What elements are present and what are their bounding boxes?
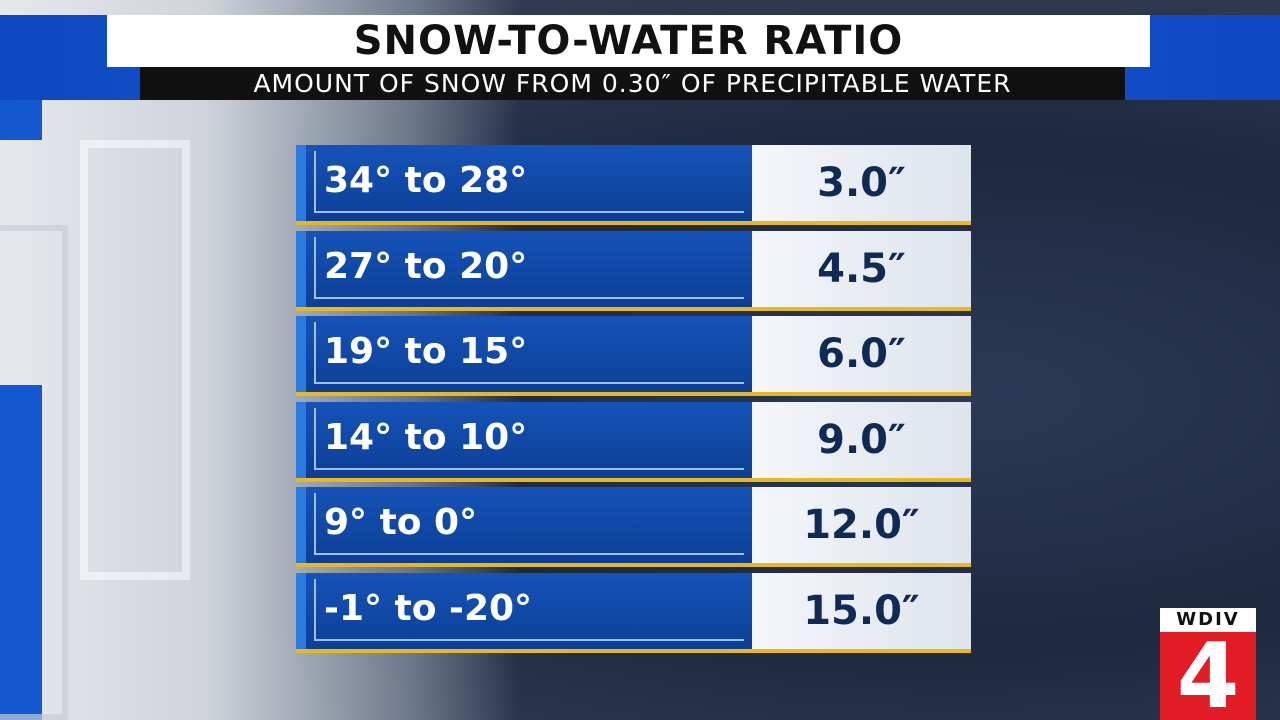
snow-amount: 15.0″ (752, 572, 971, 649)
decor-bar (0, 95, 42, 140)
temperature-range: 19° to 15° (296, 316, 752, 392)
table-row: 14° to 10° 9.0″ (296, 401, 971, 482)
logo-number: 4 (1160, 632, 1256, 720)
snow-amount: 3.0″ (752, 145, 971, 221)
snow-amount: 9.0″ (752, 401, 971, 478)
snow-amount: 12.0″ (752, 487, 971, 563)
logo-callsign: WDIV (1160, 608, 1256, 632)
subtitle: AMOUNT OF SNOW FROM 0.30″ OF PRECIPITABL… (140, 67, 1125, 100)
decor-bar (0, 385, 42, 720)
temperature-range: 27° to 20° (296, 230, 752, 307)
decor-frame (80, 140, 190, 580)
temperature-range: 14° to 10° (296, 401, 752, 478)
table-row: 9° to 0° 12.0″ (296, 487, 971, 567)
temperature-range: 9° to 0° (296, 487, 752, 563)
temperature-range: 34° to 28° (296, 145, 752, 221)
temperature-range: -1° to -20° (296, 572, 752, 649)
decor-frame (0, 225, 68, 720)
table-row: 27° to 20° 4.5″ (296, 230, 971, 311)
title: SNOW-TO-WATER RATIO (107, 15, 1150, 67)
snow-amount: 6.0″ (752, 316, 971, 392)
table-row: 34° to 28° 3.0″ (296, 145, 971, 225)
table-row: 19° to 15° 6.0″ (296, 316, 971, 396)
table-row: -1° to -20° 15.0″ (296, 572, 971, 653)
snow-amount: 4.5″ (752, 230, 971, 307)
